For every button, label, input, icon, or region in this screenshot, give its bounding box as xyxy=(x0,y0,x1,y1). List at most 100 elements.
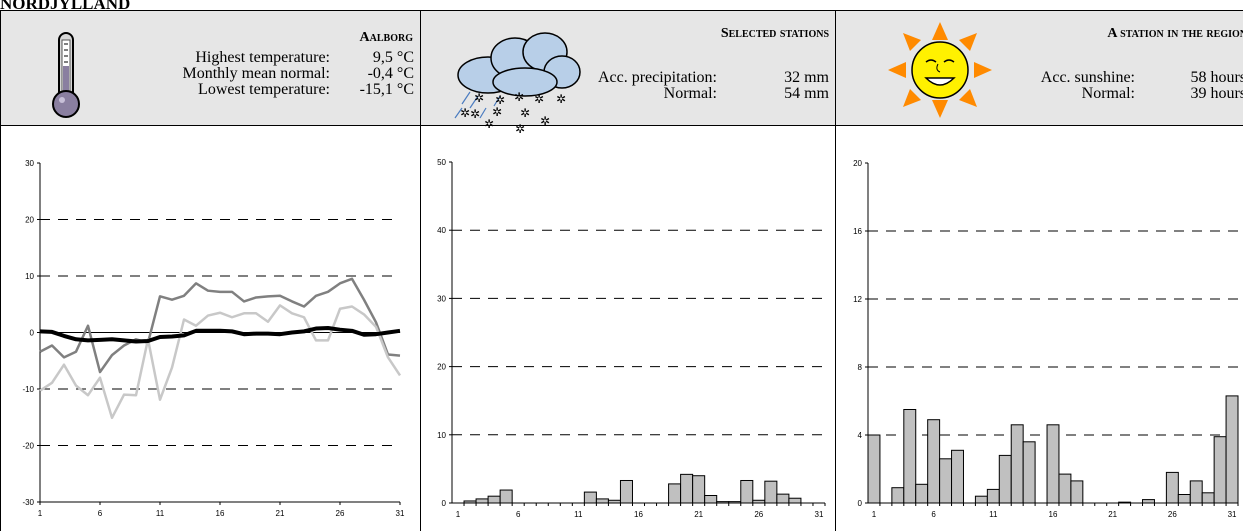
svg-text:✲: ✲ xyxy=(474,91,484,105)
stat-label: Monthly mean normal: xyxy=(182,65,330,82)
x-tick-label: 1 xyxy=(872,510,877,519)
y-tick-label: -30 xyxy=(22,498,34,507)
bar xyxy=(927,419,941,504)
x-tick-label: 21 xyxy=(1108,510,1117,519)
y-tick-label: 12 xyxy=(853,295,862,304)
stat-label: Normal: xyxy=(664,85,717,102)
bar xyxy=(1165,471,1179,504)
chart-band xyxy=(0,125,1243,531)
stat-value: 58 hours xyxy=(1190,69,1243,86)
bar xyxy=(1010,424,1024,504)
y-tick-label: 10 xyxy=(437,431,446,440)
panel-3-text: A station in the region Acc. sunshine: 5… xyxy=(1041,26,1243,102)
y-tick-label: 4 xyxy=(858,431,863,440)
stat-value: -0,4 °C xyxy=(368,65,414,82)
stat-value: 32 mm xyxy=(784,69,829,86)
bar xyxy=(1070,480,1084,504)
x-tick-label: 31 xyxy=(815,510,824,519)
x-tick-label: 6 xyxy=(516,510,521,519)
stat-label: Lowest temperature: xyxy=(198,81,330,98)
bar xyxy=(1177,494,1191,504)
y-tick-label: 10 xyxy=(25,272,34,281)
x-tick-label: 11 xyxy=(574,510,583,519)
bar xyxy=(1058,473,1072,504)
cloud-icon: ✲ ✲ ✲ ✲ ✲✲ ✲ ✲✲ ✲✲ ✲ xyxy=(454,32,581,136)
y-tick-label: 50 xyxy=(437,158,446,167)
stat-value: -15,1 °C xyxy=(360,81,414,98)
bar xyxy=(891,487,905,504)
y-tick-label: 8 xyxy=(858,363,863,372)
bar xyxy=(776,493,790,504)
y-tick-label: 20 xyxy=(853,159,862,168)
x-tick-label: 16 xyxy=(634,510,643,519)
x-tick-label: 16 xyxy=(216,509,225,518)
bar xyxy=(752,499,766,504)
svg-text:✲: ✲ xyxy=(495,93,505,107)
svg-text:✲: ✲ xyxy=(514,90,524,104)
bar xyxy=(1225,395,1239,504)
x-tick-label: 21 xyxy=(276,509,285,518)
panel-2-text: Selected stations Acc. precipitation: 32… xyxy=(598,26,830,102)
page-title: NORDJYLLAND xyxy=(0,0,130,13)
y-tick-label: 0 xyxy=(858,499,863,508)
bar xyxy=(1142,499,1155,504)
bar xyxy=(704,494,718,504)
svg-text:✲: ✲ xyxy=(534,92,544,106)
x-tick-label: 26 xyxy=(1168,510,1177,519)
series-line xyxy=(39,277,401,374)
thermometer-icon xyxy=(52,32,80,118)
station-title: A station in the region xyxy=(1107,26,1243,41)
bar xyxy=(499,489,513,504)
svg-text:✲: ✲ xyxy=(556,92,566,106)
sun-icon xyxy=(888,22,992,118)
x-tick-label: 16 xyxy=(1049,510,1058,519)
stat-label: Normal: xyxy=(1082,85,1135,102)
x-tick-label: 11 xyxy=(989,510,998,519)
bar xyxy=(1118,501,1132,504)
y-tick-label: 40 xyxy=(437,226,446,235)
bar xyxy=(475,498,489,504)
station-title: Selected stations xyxy=(721,26,830,41)
bar xyxy=(1189,480,1203,504)
bar xyxy=(867,434,881,504)
x-tick-label: 11 xyxy=(156,509,165,518)
bar xyxy=(692,475,706,504)
bar xyxy=(668,483,682,504)
bar xyxy=(1046,424,1060,504)
bar xyxy=(998,454,1012,504)
x-tick-label: 31 xyxy=(1228,510,1237,519)
y-tick-label: -10 xyxy=(22,385,34,394)
x-tick-label: 1 xyxy=(456,510,461,519)
stat-label: Acc. sunshine: xyxy=(1041,69,1135,86)
stat-label: Acc. precipitation: xyxy=(598,69,717,86)
bar xyxy=(619,479,633,504)
x-tick-label: 31 xyxy=(396,509,405,518)
svg-text:✲: ✲ xyxy=(484,117,494,131)
bar xyxy=(951,449,964,504)
stat-value: 54 mm xyxy=(784,85,829,102)
bar xyxy=(680,473,694,504)
bar xyxy=(788,497,802,504)
svg-text:✲: ✲ xyxy=(460,106,470,120)
stat-label: Highest temperature: xyxy=(195,49,330,66)
bar xyxy=(974,495,988,504)
bar xyxy=(903,409,917,504)
series-line xyxy=(39,325,401,344)
x-tick-label: 1 xyxy=(38,509,43,518)
panel-1-text: Aalborg Highest temperature: 9,5 °C Mont… xyxy=(182,30,414,98)
station-title: Aalborg xyxy=(360,30,414,45)
bar xyxy=(915,483,929,504)
header-band xyxy=(0,10,1243,126)
x-tick-label: 26 xyxy=(754,510,763,519)
bar xyxy=(487,495,501,504)
svg-text:✲: ✲ xyxy=(540,114,550,128)
x-tick-label: 26 xyxy=(336,509,345,518)
y-tick-label: 30 xyxy=(437,294,446,303)
bar xyxy=(939,458,953,504)
svg-text:✲: ✲ xyxy=(520,106,530,120)
x-tick-label: 6 xyxy=(98,509,103,518)
y-tick-label: 20 xyxy=(25,216,34,225)
y-tick-label: 16 xyxy=(853,227,862,236)
